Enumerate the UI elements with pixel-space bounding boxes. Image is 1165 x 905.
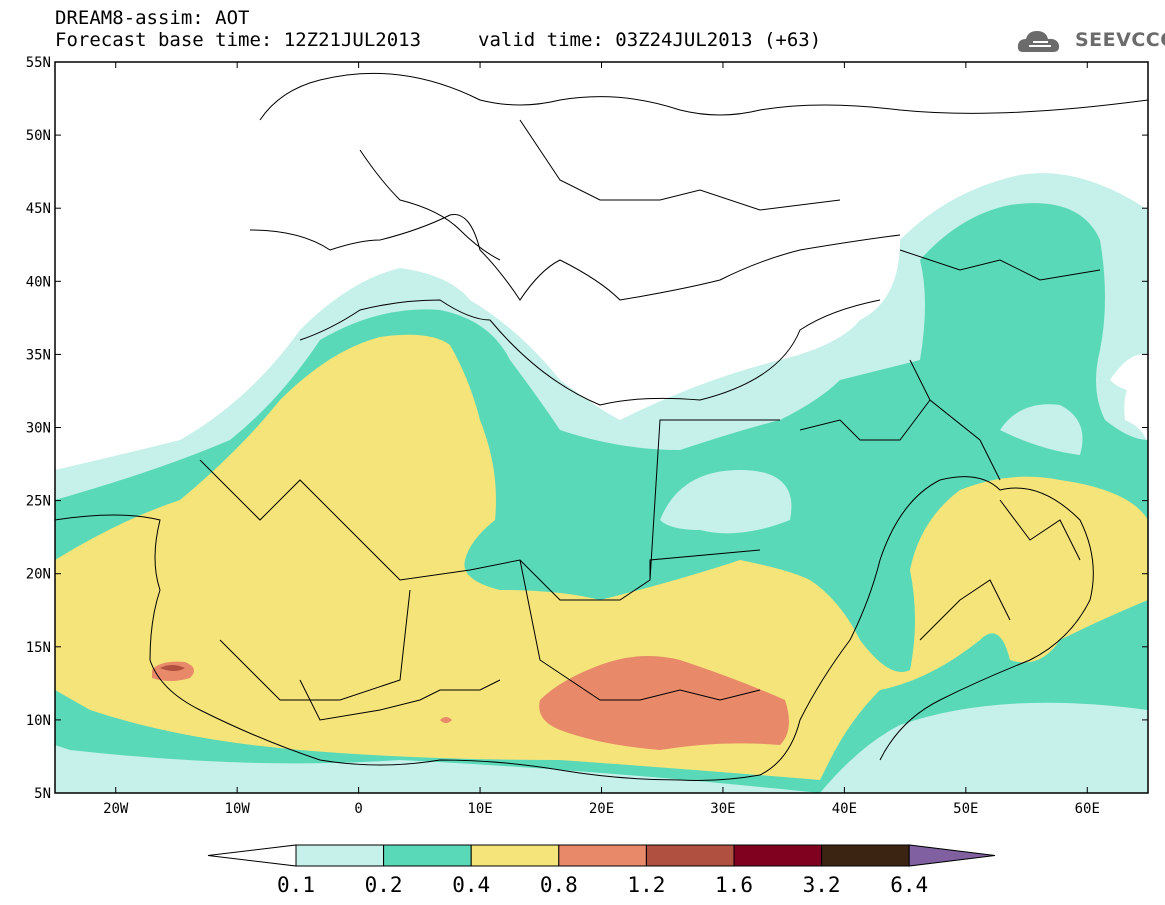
- lat-label: 25N: [26, 494, 51, 510]
- lon-label: 50E: [953, 801, 978, 817]
- colorbar-label: 6.4: [890, 873, 928, 897]
- colorbar-labels: 0.1 0.2 0.4 0.8 1.2 1.6 3.2 6.4: [277, 873, 928, 897]
- colorbar-label: 3.2: [803, 873, 841, 897]
- colorbar-segment: [383, 844, 472, 867]
- colorbar-label: 1.6: [715, 873, 753, 897]
- aot-band-1.2: [160, 665, 185, 671]
- colorbar-label: 1.2: [627, 873, 665, 897]
- lat-label: 10N: [26, 713, 51, 729]
- colorbar-segment: [733, 844, 823, 867]
- colorbar-segment: [821, 844, 910, 867]
- lat-label: 50N: [26, 128, 51, 144]
- aot-contours: [55, 72, 1148, 793]
- valid-time-label: valid time: 03Z24JUL2013 (+63): [478, 29, 822, 51]
- lon-label: 0: [354, 801, 362, 817]
- lat-label: 55N: [26, 55, 51, 71]
- colorbar-segment: [295, 844, 385, 867]
- colorbar-min-arrow: [207, 844, 297, 867]
- colorbar-segment: [470, 844, 560, 867]
- colorbar-label: 0.1: [277, 873, 315, 897]
- colorbar-label: 0.4: [452, 873, 490, 897]
- logo-text: SEEVCCC: [1075, 29, 1165, 51]
- lat-label: 20N: [26, 567, 51, 583]
- colorbar-segment: [558, 844, 647, 867]
- axis-ticks: [55, 61, 1148, 794]
- colorbar: [207, 844, 996, 867]
- lat-label: 40N: [26, 274, 51, 290]
- lon-label: 10E: [467, 801, 492, 817]
- colorbar-max-arrow: [908, 844, 996, 867]
- latitude-labels: 5N 10N 15N 20N 25N 30N 35N 40N 45N 50N 55N: [26, 55, 51, 802]
- longitude-labels: 20W 10W 0 10E 20E 30E 40E 50E 60E: [103, 801, 1100, 817]
- lat-label: 45N: [26, 201, 51, 217]
- model-title: DREAM8-assim: AOT: [55, 7, 250, 29]
- lon-label: 20E: [589, 801, 614, 817]
- aot-band-0.4: [55, 334, 1148, 780]
- lon-label: 20W: [103, 801, 129, 817]
- lon-label: 10W: [225, 801, 251, 817]
- lat-label: 5N: [34, 786, 51, 802]
- base-time-label: Forecast base time: 12Z21JUL2013: [55, 29, 422, 51]
- lon-label: 40E: [832, 801, 857, 817]
- colorbar-segment: [645, 844, 735, 867]
- lat-label: 30N: [26, 421, 51, 437]
- lat-label: 35N: [26, 347, 51, 363]
- colorbar-label: 0.2: [365, 873, 403, 897]
- aot-band-0.8: [539, 656, 789, 750]
- coastlines: [55, 72, 1148, 781]
- lon-label: 30E: [710, 801, 735, 817]
- colorbar-label: 0.8: [540, 873, 578, 897]
- lat-label: 15N: [26, 640, 51, 656]
- lon-label: 60E: [1075, 801, 1100, 817]
- cloud-logo-icon: [1017, 31, 1060, 52]
